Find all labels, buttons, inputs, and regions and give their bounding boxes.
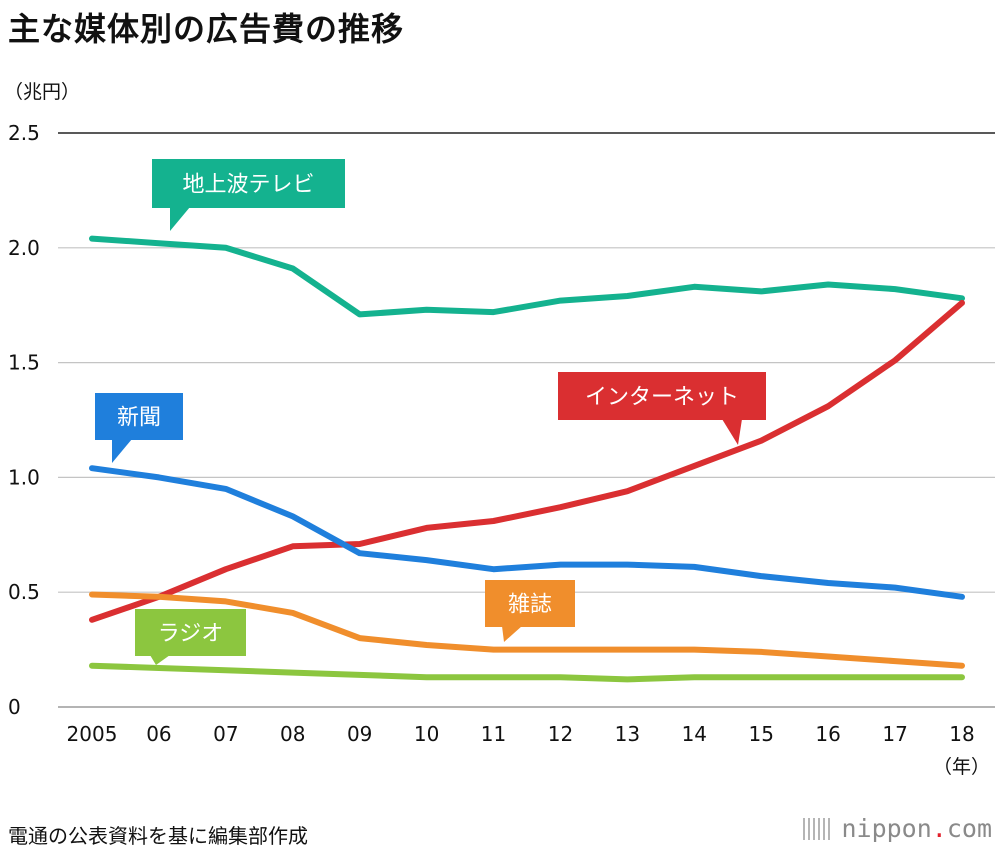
x-tick-label: 18 (949, 722, 974, 746)
series-line (89, 465, 965, 600)
callout-pointer (112, 439, 132, 463)
callout-box (485, 580, 575, 627)
series-callout: インターネット (558, 372, 766, 445)
series-label: インターネット (585, 385, 739, 410)
x-tick-label: 13 (615, 722, 640, 746)
y-tick-label: 1.0 (8, 465, 40, 489)
series-callout: 地上波テレビ (152, 159, 345, 231)
series-callout: ラジオ (135, 609, 246, 665)
brand-bars-icon (803, 817, 834, 840)
callout-box (558, 372, 766, 420)
y-tick-label: 2.0 (8, 236, 40, 260)
y-axis-unit: （兆円） (4, 81, 80, 103)
series-lines (89, 235, 965, 683)
x-tick-label: 11 (481, 722, 506, 746)
callout-pointer (170, 207, 190, 231)
x-axis-unit: （年） (933, 756, 990, 778)
brand-dot: . (931, 814, 947, 843)
x-tick-label: 16 (815, 722, 840, 746)
series-callout: 新聞 (95, 393, 183, 463)
chart-title: 主な媒体別の広告費の推移 (8, 10, 405, 48)
series-line (89, 662, 965, 683)
series-line (89, 299, 965, 623)
callout-pointer (722, 419, 742, 445)
callout-pointer (150, 655, 170, 665)
x-tick-label: 07 (213, 722, 238, 746)
series-line (89, 591, 965, 669)
source-note: 電通の公表資料を基に編集部作成 (8, 824, 308, 848)
x-tick-label: 17 (882, 722, 907, 746)
x-tick-label: 15 (749, 722, 774, 746)
x-tick-label: 14 (682, 722, 707, 746)
y-tick-label: 1.5 (8, 351, 40, 375)
callout-pointer (502, 626, 522, 642)
series-label: 雑誌 (508, 593, 552, 618)
axis-labels: 0 0.5 1.0 1.5 2.0 2.5 （兆円） 2005 06 07 08 09 10 11 12 13… (4, 81, 990, 778)
y-tick-label: 0.5 (8, 580, 40, 604)
callout-box (95, 393, 183, 440)
series-line (89, 235, 965, 318)
x-tick-label: 06 (146, 722, 171, 746)
series-label: 地上波テレビ (182, 173, 314, 198)
x-tick-label: 12 (548, 722, 573, 746)
series-label: 新聞 (117, 406, 161, 431)
brand-logo: nippon. com (803, 814, 992, 843)
series-label: ラジオ (158, 622, 224, 647)
x-tick-label: 08 (280, 722, 305, 746)
callout-box (152, 159, 345, 208)
callout-box (135, 609, 246, 656)
series-callout: 雑誌 (485, 580, 575, 642)
x-tick-label: 09 (347, 722, 372, 746)
brand-suffix: com (946, 814, 992, 843)
brand-name: nippon (841, 814, 932, 843)
x-tick-label: 2005 (67, 722, 118, 746)
y-tick-label: 2.5 (8, 121, 40, 145)
x-tick-label: 10 (414, 722, 439, 746)
y-tick-label: 0 (8, 695, 21, 719)
